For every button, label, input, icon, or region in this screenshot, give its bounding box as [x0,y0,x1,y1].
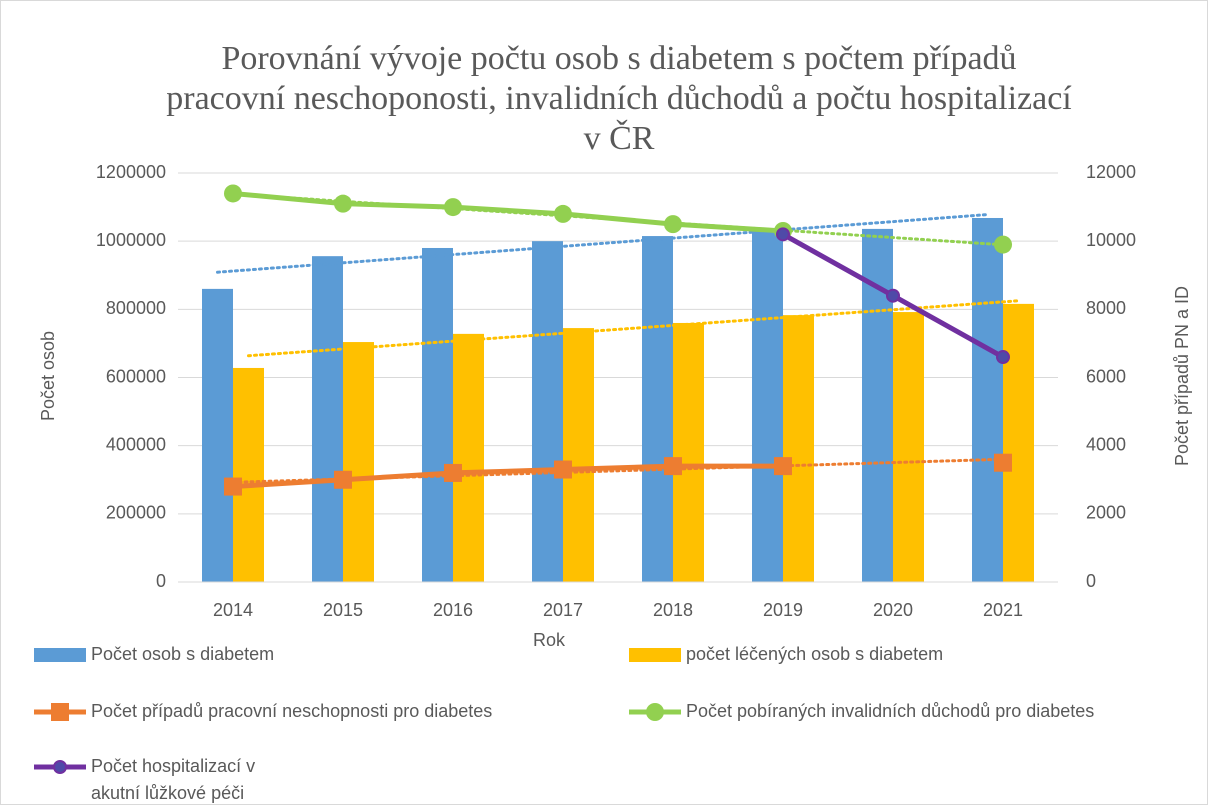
y2-tick-label: 0 [1086,571,1096,591]
marker [886,288,900,303]
y2-tick-label: 8000 [1086,298,1126,318]
legend-swatch [629,648,681,662]
legend-label: počet léčených osob s diabetem [686,644,944,664]
marker [334,470,352,489]
y-tick-label: 800000 [106,298,166,318]
x-tick-label: 2016 [433,600,473,620]
x-tick-label: 2014 [213,600,253,620]
x-tick-label: 2019 [763,600,803,620]
bar [532,241,563,582]
y-tick-label: 1200000 [96,162,166,182]
trendline [231,457,1005,484]
marker [664,215,682,234]
y2-tick-label: 4000 [1086,434,1126,454]
marker [334,194,352,213]
bar [783,315,814,582]
bar [673,322,704,582]
legend-label: Počet pobíraných invalidních důchodů pro… [686,701,1095,721]
bar [343,342,374,582]
bar [972,217,1003,583]
marker [224,184,242,203]
marker [224,477,242,496]
y2-axis-title: Počet případů PN a ID [1172,286,1192,466]
y2-tick-label: 6000 [1086,366,1126,386]
marker [554,204,572,223]
marker [994,453,1012,472]
y2-tick-label: 2000 [1086,503,1126,523]
chart-title: Porovnání vývoje počtu osob s diabetem s… [166,40,1072,157]
bar [312,256,343,582]
y-tick-label: 0 [156,571,166,591]
x-tick-label: 2015 [323,600,363,620]
legend-label: Počet případů pracovní neschopnosti pro … [91,701,493,721]
legend-swatch [34,648,86,662]
x-axis-title: Rok [533,630,566,650]
marker [664,457,682,476]
trendline [216,213,989,274]
bar [1003,303,1034,582]
x-tick-label: 2021 [983,600,1023,620]
y-tick-label: 400000 [106,434,166,454]
bar [233,367,264,582]
marker [554,460,572,479]
legend-label: Počet osob s diabetem [91,644,275,664]
y-tick-label: 1000000 [96,230,166,250]
marker [774,457,792,476]
bar [453,333,484,582]
trendline [247,299,1020,358]
y2-tick-label: 12000 [1086,162,1136,182]
legend-label: Počet hospitalizací v akutní lůžkové péč… [91,756,256,803]
bar [563,328,594,582]
marker [444,198,462,217]
bar [422,247,453,582]
bar [202,288,233,582]
marker [444,463,462,482]
legend-marker [53,760,67,774]
bar [893,312,924,582]
legend-marker [646,703,664,721]
bar [642,236,673,582]
legend-marker [51,703,69,721]
y2-tick-label: 10000 [1086,230,1136,250]
marker [994,235,1012,254]
bar [752,229,783,582]
y-tick-label: 600000 [106,366,166,386]
marker [996,350,1010,365]
x-tick-label: 2018 [653,600,693,620]
y-axis-title: Počet osob [38,331,58,421]
x-tick-label: 2020 [873,600,913,620]
x-tick-label: 2017 [543,600,583,620]
y-tick-label: 200000 [106,503,166,523]
marker [776,227,790,242]
